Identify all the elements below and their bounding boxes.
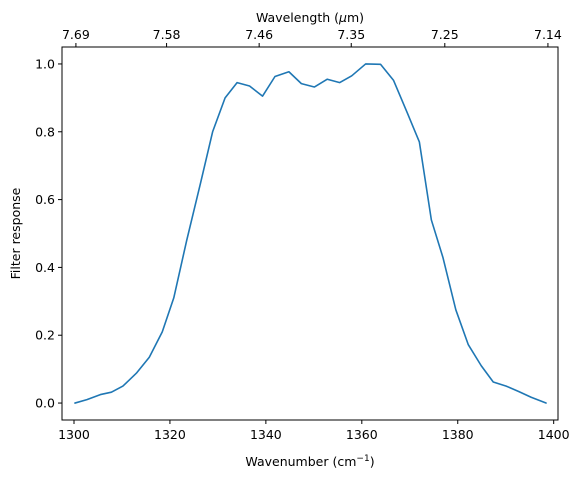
plot-frame <box>61 46 559 421</box>
y-tick-label: 0.2 <box>35 328 55 343</box>
bottom-axis: 1300 1320 1340 1360 1380 1400 <box>58 420 569 442</box>
x-tick-label: 1380 <box>442 427 474 442</box>
plot-area <box>74 63 547 404</box>
top-tick-label: 7.69 <box>62 27 90 42</box>
x-tick-label: 1300 <box>58 427 90 442</box>
top-tick-label: 7.25 <box>431 27 459 42</box>
y-tick-label: 0.4 <box>35 260 55 275</box>
top-tick-label: 7.58 <box>153 27 181 42</box>
x-axis-label: Wavenumber (cm−1) <box>245 454 374 469</box>
y-tick-label: 0.0 <box>35 396 55 411</box>
series-line <box>74 63 547 404</box>
x-tick-label: 1340 <box>250 427 282 442</box>
y-tick-label: 0.6 <box>35 192 55 207</box>
x-tick-label: 1320 <box>154 427 186 442</box>
top-axis-label: Wavelength (μm) <box>256 10 364 25</box>
left-axis: 0.0 0.2 0.4 0.6 0.8 1.0 <box>35 56 62 411</box>
x-tick-label: 1360 <box>346 427 378 442</box>
top-axis: 7.69 7.58 7.46 7.35 7.25 7.14 <box>62 27 562 47</box>
top-tick-label: 7.46 <box>245 27 273 42</box>
top-tick-label: 7.14 <box>534 27 562 42</box>
y-axis-label: Filter response <box>8 187 23 279</box>
top-tick-label: 7.35 <box>337 27 365 42</box>
x-tick-label: 1400 <box>538 427 569 442</box>
y-tick-label: 0.8 <box>35 124 55 139</box>
y-tick-label: 1.0 <box>35 56 55 71</box>
